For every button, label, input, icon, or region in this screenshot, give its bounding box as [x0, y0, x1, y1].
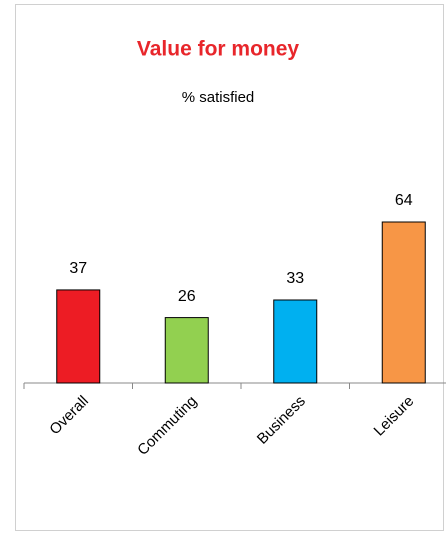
chart-title: Value for money [137, 38, 300, 61]
chart-subtitle: % satisfied [182, 89, 255, 106]
data-label: 64 [395, 192, 413, 209]
data-label: 33 [286, 270, 304, 287]
data-label: 37 [69, 260, 87, 277]
data-label: 26 [178, 288, 196, 305]
bar [164, 317, 209, 384]
bar [56, 289, 101, 384]
bar [273, 299, 318, 384]
chart-border [15, 4, 444, 531]
bar [381, 221, 426, 384]
